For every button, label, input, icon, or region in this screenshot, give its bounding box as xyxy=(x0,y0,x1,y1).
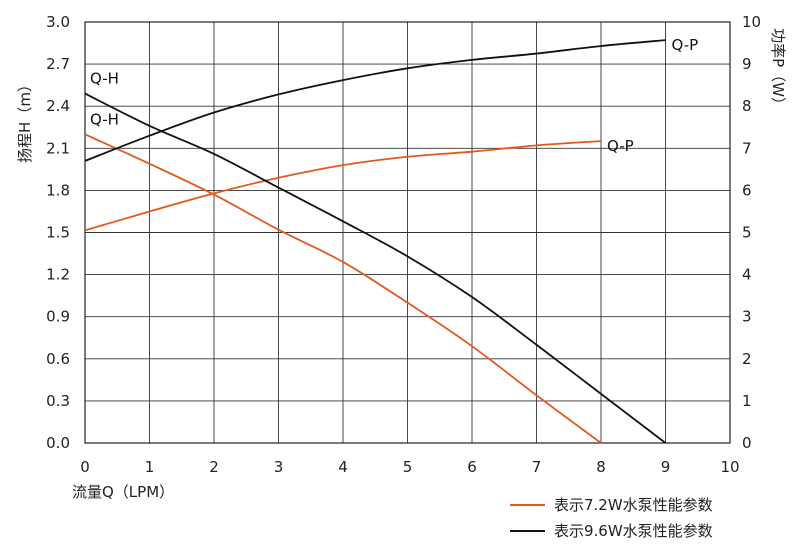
series-line-q-p-7-2w xyxy=(84,140,602,232)
x-tick-label: 9 xyxy=(661,458,671,476)
y-left-tick-label: 3.0 xyxy=(46,13,70,31)
y-left-tick-label: 2.4 xyxy=(46,97,70,115)
grid-lines xyxy=(84,21,731,444)
legend: 表示7.2W水泵性能参数 表示9.6W水泵性能参数 xyxy=(510,496,713,540)
y-left-axis-title: 扬程H（m） xyxy=(16,77,34,163)
y-right-tick-label: 5 xyxy=(742,224,752,242)
y-right-tick-label: 6 xyxy=(742,181,752,199)
plot-frame xyxy=(84,21,731,444)
y-right-tick-label: 3 xyxy=(742,308,752,326)
curve-label-q-h: Q-H xyxy=(90,110,119,128)
y-right-tick-label: 4 xyxy=(742,266,752,284)
x-axis-title: 流量Q（LPM） xyxy=(72,483,174,501)
series-line-q-h-7-2w xyxy=(84,133,602,444)
legend-label-9-6w: 表示9.6W水泵性能参数 xyxy=(554,522,713,540)
y-left-tick-label: 0.9 xyxy=(46,308,70,326)
x-tick-label: 5 xyxy=(403,458,413,476)
x-tick-label: 2 xyxy=(209,458,219,476)
legend-label-7-2w: 表示7.2W水泵性能参数 xyxy=(554,496,713,514)
x-tick-label: 6 xyxy=(467,458,477,476)
x-tick-label: 8 xyxy=(596,458,606,476)
y-right-tick-label: 1 xyxy=(742,392,752,410)
y-left-tick-label: 0.3 xyxy=(46,392,70,410)
y-left-tick-label: 1.8 xyxy=(46,181,70,199)
y-left-tick-label: 2.1 xyxy=(46,139,70,157)
y-left-tick-labels: 0.0 0.3 0.6 0.9 1.2 1.5 1.8 2.1 2.4 2.7 3.0 xyxy=(46,13,70,452)
x-tick-label: 0 xyxy=(80,458,90,476)
curve-label-q-h: Q-H xyxy=(90,70,119,88)
curve-labels: Q-H Q-H Q-P Q-P xyxy=(90,36,698,155)
x-tick-label: 1 xyxy=(145,458,155,476)
y-left-tick-label: 0.0 xyxy=(46,434,70,452)
y-right-axis-title: 功率P（W） xyxy=(769,28,787,112)
y-left-tick-label: 0.6 xyxy=(46,350,70,368)
y-right-tick-label: 10 xyxy=(742,13,761,31)
x-tick-labels: 0 1 2 3 4 5 6 7 8 9 10 xyxy=(80,458,739,476)
y-right-tick-label: 0 xyxy=(742,434,752,452)
x-tick-label: 3 xyxy=(274,458,284,476)
x-tick-label: 7 xyxy=(532,458,542,476)
x-tick-label: 10 xyxy=(720,458,739,476)
curve-label-q-p: Q-P xyxy=(607,137,634,155)
y-left-tick-label: 1.2 xyxy=(46,266,70,284)
y-left-tick-label: 2.7 xyxy=(46,55,70,73)
series-curves xyxy=(84,39,667,444)
curve-label-q-p: Q-P xyxy=(672,36,699,54)
series-line-q-h-9-6w xyxy=(84,92,667,444)
x-tick-label: 4 xyxy=(338,458,348,476)
y-right-tick-label: 7 xyxy=(742,139,752,157)
y-left-tick-label: 1.5 xyxy=(46,224,70,242)
series-line-q-p-9-6w xyxy=(84,39,666,162)
y-right-tick-label: 2 xyxy=(742,350,752,368)
y-right-tick-labels: 0 1 2 3 4 5 6 7 8 9 10 xyxy=(742,13,761,452)
y-right-tick-label: 9 xyxy=(742,55,752,73)
y-right-tick-label: 8 xyxy=(742,97,752,115)
